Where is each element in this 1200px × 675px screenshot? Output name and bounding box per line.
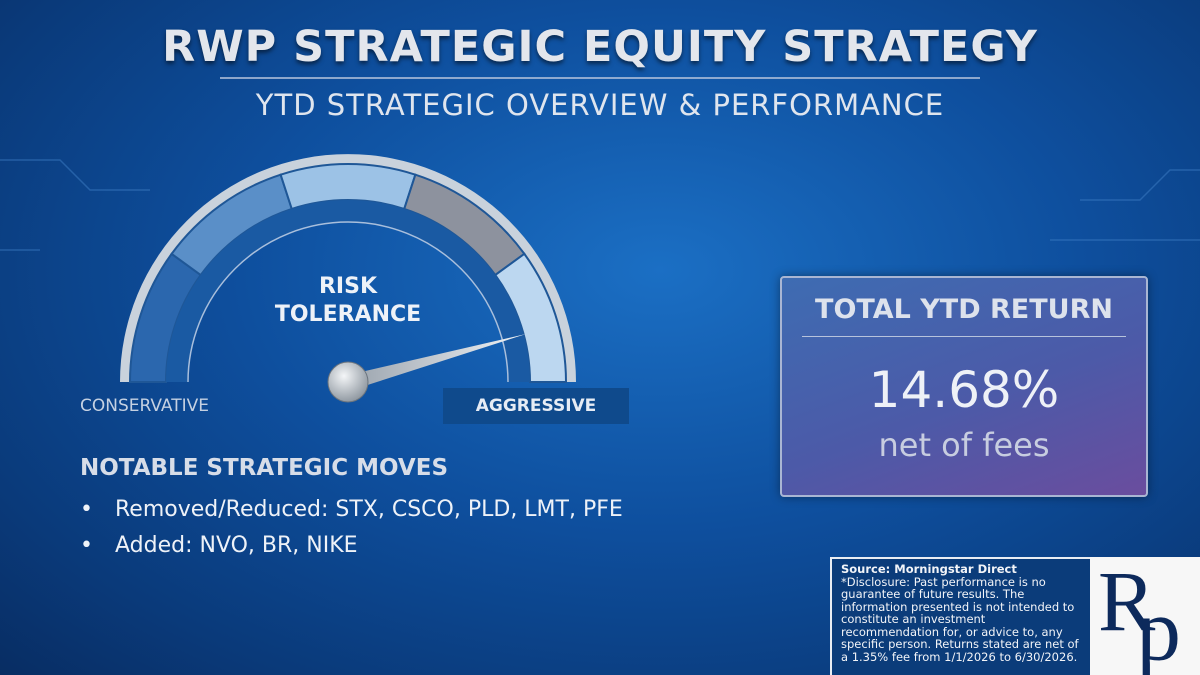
disclosure-text: *Disclosure: Past performance is no guar… — [841, 574, 1079, 664]
return-value: 14.68% — [868, 361, 1060, 419]
move-item: Removed/Reduced: STX, CSCO, PLD, LMT, PF… — [80, 492, 623, 528]
disclosure: Source: Morningstar Direct *Disclosure: … — [830, 557, 1094, 675]
moves-list: Removed/Reduced: STX, CSCO, PLD, LMT, PF… — [80, 492, 623, 564]
low-label: CONSERVATIVE — [80, 396, 210, 416]
return-box: TOTAL YTD RETURN 14.68% net of fees — [780, 276, 1148, 497]
gauge-label: TOLERANCE — [274, 302, 422, 327]
circuit-lines — [0, 159, 1200, 251]
move-item: Added: NVO, BR, NIKE — [80, 528, 623, 564]
logo: R p — [1090, 553, 1200, 675]
gauge-ring — [187, 221, 509, 383]
gauge-inner — [166, 200, 530, 382]
gauge-label: RISK — [318, 274, 378, 299]
needle — [348, 334, 526, 390]
title: RWP STRATEGIC EQUITY STRATEGY — [162, 22, 1038, 72]
gauge — [120, 154, 576, 403]
moves-heading: NOTABLE STRATEGIC MOVES — [80, 455, 449, 481]
logo-letter: p — [1136, 581, 1181, 675]
logo-letter: R — [1098, 553, 1156, 649]
subtitle: YTD STRATEGIC OVERVIEW & PERFORMANCE — [255, 88, 945, 122]
return-title: TOTAL YTD RETURN — [815, 294, 1113, 325]
source: Source: Morningstar Direct — [841, 562, 1017, 576]
high-label: AGGRESSIVE — [443, 388, 629, 424]
divider — [802, 336, 1126, 337]
needle-hub — [327, 361, 369, 403]
return-note: net of fees — [878, 426, 1050, 464]
